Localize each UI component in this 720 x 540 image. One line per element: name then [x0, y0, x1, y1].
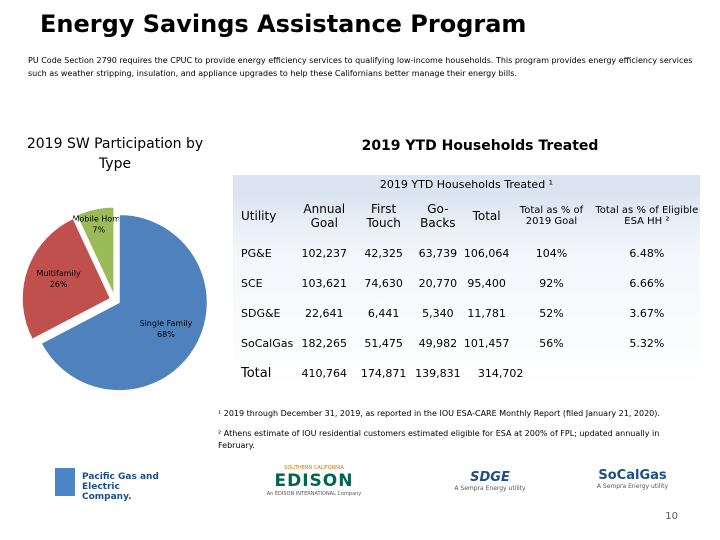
table-row: Total 410,764 174,871 139,831 314,702: [233, 358, 700, 388]
table-cell: 52%: [539, 306, 564, 320]
table-cell: 56%: [539, 336, 564, 350]
pie-chart: Mobile Home 7% Multifamily 26% Single Family…: [21, 206, 208, 392]
slice-label: Single Family: [140, 319, 193, 328]
households-table: 2019 YTD Households Treated ¹ Utility Ann…: [233, 175, 700, 388]
table-cell: 49,982: [418, 336, 458, 350]
table-cell: 63,739: [418, 246, 458, 260]
table-cell: 182,265: [301, 336, 348, 350]
table-cell: 6.48%: [629, 246, 665, 260]
table-cell: 6.66%: [629, 276, 665, 290]
sdge-logo: SDGE A Sempra Energy utility: [450, 470, 530, 492]
socalgas-logo: SoCalGas A Sempra Energy utility: [590, 468, 675, 490]
table-cell: Utility: [241, 209, 277, 223]
footnote: ² Athens estimate of IOU residential cus…: [218, 429, 660, 450]
table-row: SCE 103,621 74,630 20,770 95,400 92% 6.66%: [233, 268, 700, 298]
sce-sub: An EDISON INTERNATIONAL Company: [266, 491, 362, 497]
table-cell: 6,441: [367, 306, 400, 320]
table-cell: Total: [472, 209, 501, 223]
table-cell: 11,781: [467, 306, 506, 320]
sdge-sub: A Sempra Energy utility: [454, 485, 526, 492]
description: PU Code Section 2790 requires the CPUC t…: [28, 56, 693, 78]
table-row: Utility Annual Goal First Touch Go-Backs Tot…: [233, 194, 700, 238]
table-cell: 20,770: [418, 276, 458, 290]
table-cell: SoCalGas: [241, 336, 294, 350]
table-cell: SCE: [241, 276, 263, 290]
table-cell: Total: [241, 365, 272, 381]
table-cell: 139,831: [415, 366, 461, 380]
table-cell: PG&E: [241, 246, 272, 260]
table-cell: 22,641: [305, 306, 344, 320]
table-cell: 102,237: [301, 246, 348, 260]
table-cell: 104%: [535, 246, 568, 260]
pge-logo: Pacific Gas and Electric Company.: [82, 472, 159, 502]
table-cell: 410,764: [301, 366, 348, 380]
table-cell: 103,621: [301, 276, 348, 290]
sce-logo: SOUTHERN CALIFORNIA EDISON An EDISON INT…: [264, 465, 364, 497]
table-cell: Go-Backs: [420, 202, 456, 230]
table-cell: 174,871: [360, 366, 407, 380]
slice-label: Mobile Home: [73, 214, 125, 223]
table-cell: 101,457: [463, 336, 510, 350]
slice-label: Multifamily: [36, 269, 81, 278]
slice-value: 7%: [92, 225, 105, 234]
table-cell: First Touch: [366, 202, 401, 230]
table-cell: SDG&E: [241, 306, 281, 320]
section-title: 2019 YTD Households Treated: [361, 138, 599, 154]
table-cell: 42,325: [364, 246, 403, 260]
table-title: 2019 YTD Households Treated ¹: [233, 175, 700, 194]
sce-top: SOUTHERN CALIFORNIA: [284, 465, 344, 471]
table-row: PG&E 102,237 42,325 63,739 106,064 104% 6.48%: [233, 238, 700, 268]
sce-name: EDISON: [274, 471, 354, 491]
table-cell: Total as % of Eligible ESA HH ²: [595, 205, 699, 227]
table-cell: 51,475: [364, 336, 403, 350]
socalgas-sub: A Sempra Energy utility: [596, 483, 669, 490]
socalgas-name: SoCalGas: [598, 468, 667, 483]
pge-icon: [55, 468, 75, 496]
slice-value: 68%: [157, 330, 175, 339]
table-body: Utility Annual Goal First Touch Go-Backs Tot…: [233, 194, 700, 388]
title: Energy Savings Assistance Program: [40, 10, 527, 38]
table-row: SoCalGas 182,265 51,475 49,982 101,457 56% 5.3…: [233, 328, 700, 358]
table-cell: 74,630: [364, 276, 403, 290]
pie-slice: [21, 217, 111, 340]
pie-title: 2019 SW Participation by Type: [26, 136, 204, 172]
table-cell: 314,702: [477, 366, 524, 380]
footnote: ¹ 2019 through December 31, 2019, as rep…: [218, 409, 660, 418]
table-cell: 95,400: [467, 276, 506, 290]
pie-slice: [76, 206, 115, 296]
table-cell: Annual Goal: [303, 202, 346, 230]
table-cell: 5,340: [422, 306, 454, 320]
sdge-name: SDGE: [470, 470, 510, 485]
page-number: 10: [665, 511, 678, 522]
table-cell: 106,064: [463, 246, 510, 260]
table-cell: 5.32%: [629, 336, 665, 350]
table-row: SDG&E 22,641 6,441 5,340 11,781 52% 3.67%: [233, 298, 700, 328]
slice-value: 26%: [50, 280, 68, 289]
pie-slice: [40, 214, 208, 392]
table-cell: 3.67%: [629, 306, 665, 320]
table-cell: 92%: [539, 276, 564, 290]
table-cell: Total as % of 2019 Goal: [519, 205, 584, 227]
